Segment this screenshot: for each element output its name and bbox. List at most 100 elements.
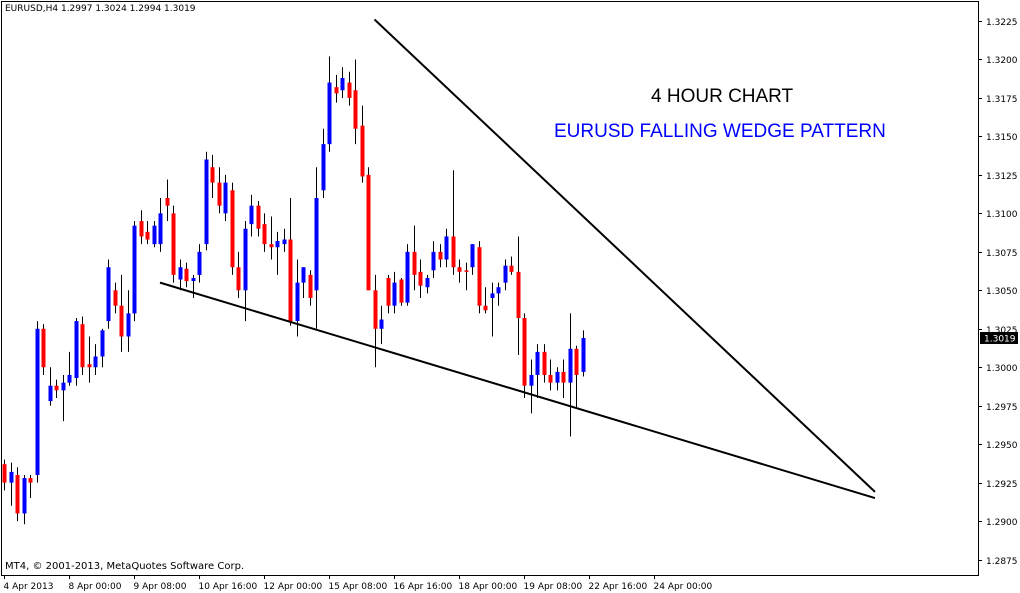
- candle-body: [22, 478, 27, 514]
- y-tick-label: 1.2900: [986, 518, 1018, 528]
- candle-body: [230, 190, 235, 268]
- candle-body: [425, 277, 430, 288]
- candle-body: [529, 374, 534, 386]
- candle-body: [28, 478, 33, 483]
- x-tick-label: 12 Apr 00:00: [264, 582, 323, 592]
- y-tick-label: 1.2950: [986, 441, 1018, 451]
- candle-body: [464, 270, 469, 272]
- y-tick-label: 1.3125: [986, 172, 1018, 182]
- y-tick-label: 1.2875: [986, 557, 1018, 567]
- current-price-label: 1.3019: [984, 335, 1016, 345]
- candle-body: [158, 213, 163, 245]
- candle-body: [321, 144, 326, 191]
- candle-body: [197, 251, 202, 275]
- candle-body: [210, 167, 215, 183]
- candle-body: [178, 267, 183, 280]
- y-tick-label: 1.2925: [986, 480, 1018, 490]
- candle-body: [223, 182, 228, 214]
- candle-body: [15, 474, 20, 514]
- chart-title: 4 HOUR CHART: [651, 86, 794, 107]
- candle-body: [171, 213, 176, 275]
- copyright-label: MT4, © 2001-2013, MetaQuotes Software Co…: [5, 561, 245, 572]
- candle-body: [490, 293, 495, 299]
- candle-body: [314, 197, 319, 291]
- candle-body: [35, 328, 40, 475]
- current-price-box: [980, 332, 1018, 345]
- candle-body: [301, 267, 306, 283]
- candle-body: [87, 364, 92, 368]
- candle-body: [74, 321, 79, 379]
- candle-body: [438, 251, 443, 260]
- candle-body: [295, 282, 300, 322]
- candle-body: [106, 267, 111, 322]
- x-tick-label: 4 Apr 2013: [4, 582, 54, 592]
- y-tick-label: 1.3075: [986, 249, 1018, 259]
- candle-body: [360, 125, 365, 177]
- candle-body: [555, 371, 560, 383]
- candle-body: [184, 268, 189, 282]
- candle-body: [54, 385, 59, 391]
- x-tick-label: 16 Apr 16:00: [394, 582, 453, 592]
- x-tick-label: 15 Apr 08:00: [329, 582, 388, 592]
- candle-body: [204, 159, 209, 245]
- candle-body: [243, 228, 248, 291]
- y-tick-label: 1.3000: [986, 364, 1018, 374]
- x-tick-label: 24 Apr 00:00: [654, 582, 713, 592]
- candle-body: [542, 351, 547, 375]
- candle-body: [412, 251, 417, 275]
- y-tick-label: 1.3025: [986, 326, 1018, 336]
- candle-body: [399, 279, 404, 303]
- candle-body: [152, 225, 157, 245]
- candle-body: [379, 319, 384, 329]
- candle-body: [275, 241, 280, 248]
- y-tick-label: 1.3150: [986, 133, 1018, 143]
- candle-body: [9, 471, 14, 483]
- x-tick-label: 9 Apr 08:00: [134, 582, 187, 592]
- y-tick-label: 1.2975: [986, 403, 1018, 413]
- candle-body: [113, 290, 118, 306]
- x-tick-label: 18 Apr 00:00: [459, 582, 518, 592]
- candle-body: [548, 374, 553, 383]
- candle-body: [132, 225, 137, 314]
- candle-body: [119, 305, 124, 337]
- candle-body: [2, 464, 7, 483]
- candle-body: [347, 82, 352, 98]
- candle-body: [535, 351, 540, 375]
- candle-body: [145, 231, 150, 240]
- candle-body: [126, 313, 131, 337]
- y-tick-label: 1.3050: [986, 287, 1018, 297]
- candle-body: [581, 338, 586, 372]
- candle-body: [41, 328, 46, 368]
- candle-body: [509, 265, 514, 272]
- candle-body: [262, 224, 267, 245]
- candle-body: [496, 287, 501, 294]
- candle-body: [561, 371, 566, 383]
- candle-body: [477, 247, 482, 306]
- candle-body: [48, 385, 53, 402]
- candle-body: [366, 174, 371, 291]
- candle-body: [67, 374, 72, 383]
- candle-body: [522, 318, 527, 386]
- x-tick-label: 22 Apr 16:00: [589, 582, 648, 592]
- candle-body: [308, 274, 313, 299]
- candle-body: [574, 348, 579, 375]
- y-tick-label: 1.3225: [986, 18, 1018, 28]
- candle-body: [269, 244, 274, 248]
- candle-body: [340, 77, 345, 91]
- candle-body: [61, 382, 66, 391]
- candle-body: [392, 282, 397, 306]
- candle-body: [444, 236, 449, 260]
- x-tick-label: 10 Apr 16:00: [199, 582, 258, 592]
- candle-body: [503, 265, 508, 283]
- candle-body: [93, 356, 98, 368]
- candle-body: [386, 277, 391, 306]
- candle-body: [373, 290, 378, 329]
- y-tick-label: 1.3100: [986, 210, 1018, 220]
- candle-body: [516, 271, 521, 319]
- candle-body: [334, 87, 339, 94]
- candle-body: [191, 277, 196, 282]
- candle-body: [353, 90, 358, 129]
- x-tick-label: 8 Apr 00:00: [69, 582, 122, 592]
